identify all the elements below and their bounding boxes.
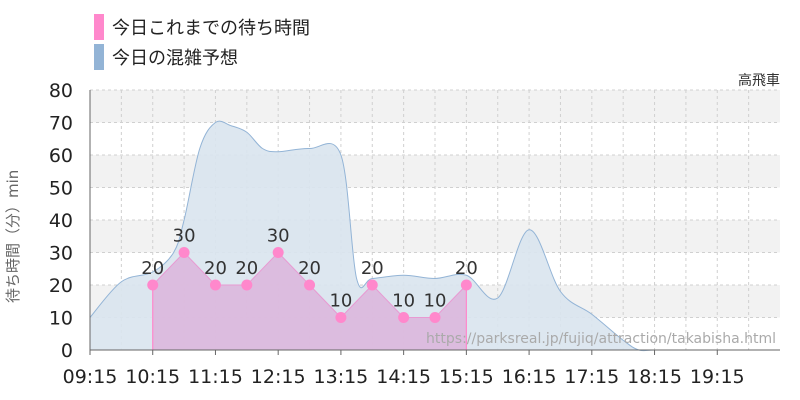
- actual-data-label: 20: [455, 258, 478, 279]
- actual-data-label: 20: [141, 258, 164, 279]
- x-tick-label: 11:15: [188, 366, 243, 388]
- actual-data-label: 30: [173, 226, 196, 247]
- x-tick-label: 16:15: [502, 366, 557, 388]
- legend-item-actual[interactable]: 今日これまでの待ち時間: [94, 12, 310, 42]
- actual-point: [335, 312, 347, 323]
- actual-point: [460, 279, 472, 291]
- actual-data-label: 30: [267, 226, 290, 247]
- actual-area: [152, 252, 467, 350]
- y-tick-label: 70: [49, 113, 73, 135]
- x-tick-label: 18:15: [627, 366, 682, 388]
- actual-data-label: 20: [298, 258, 321, 279]
- watermark-url: https://parksreal.jp/fujiq/attraction/ta…: [426, 331, 776, 347]
- y-tick-label: 80: [49, 80, 73, 102]
- x-tick-label: 09:15: [63, 366, 118, 388]
- x-tick-label: 15:15: [439, 366, 494, 388]
- actual-point: [304, 279, 316, 291]
- chart-subtitle: 高飛車: [738, 73, 780, 89]
- actual-point: [178, 247, 190, 258]
- actual-point: [272, 247, 284, 258]
- legend-swatch-actual: [94, 14, 104, 40]
- grid-band: [90, 90, 780, 123]
- x-tick-label: 12:15: [251, 366, 306, 388]
- actual-point: [209, 279, 221, 291]
- actual-data-label: 20: [235, 258, 258, 279]
- x-tick-label: 10:15: [125, 366, 180, 388]
- x-tick-label: 14:15: [376, 366, 431, 388]
- y-tick-label: 60: [49, 145, 73, 167]
- actual-point: [241, 279, 253, 291]
- actual-data-label: 10: [392, 291, 415, 312]
- actual-point: [366, 279, 378, 291]
- actual-point: [429, 312, 441, 323]
- y-tick-label: 30: [49, 243, 73, 265]
- y-tick-label: 50: [49, 178, 73, 200]
- y-tick-label: 40: [49, 210, 73, 232]
- x-tick-label: 13:15: [314, 366, 369, 388]
- actual-point: [147, 279, 159, 291]
- legend-swatch-forecast: [94, 44, 104, 70]
- actual-point: [398, 312, 410, 323]
- actual-data-label: 10: [329, 291, 352, 312]
- y-tick-label: 0: [61, 340, 73, 362]
- actual-data-label: 10: [424, 291, 447, 312]
- actual-data-label: 20: [204, 258, 227, 279]
- legend-label-actual: 今日これまでの待ち時間: [112, 18, 310, 39]
- y-tick-label: 20: [49, 275, 73, 297]
- x-tick-label: 19:15: [690, 366, 745, 388]
- y-tick-label: 10: [49, 308, 73, 330]
- legend-item-forecast[interactable]: 今日の混雑予想: [94, 42, 310, 72]
- x-tick-label: 17:15: [564, 366, 619, 388]
- actual-data-label: 20: [361, 258, 384, 279]
- legend: 今日これまでの待ち時間 今日の混雑予想: [94, 12, 310, 72]
- legend-label-forecast: 今日の混雑予想: [112, 48, 238, 69]
